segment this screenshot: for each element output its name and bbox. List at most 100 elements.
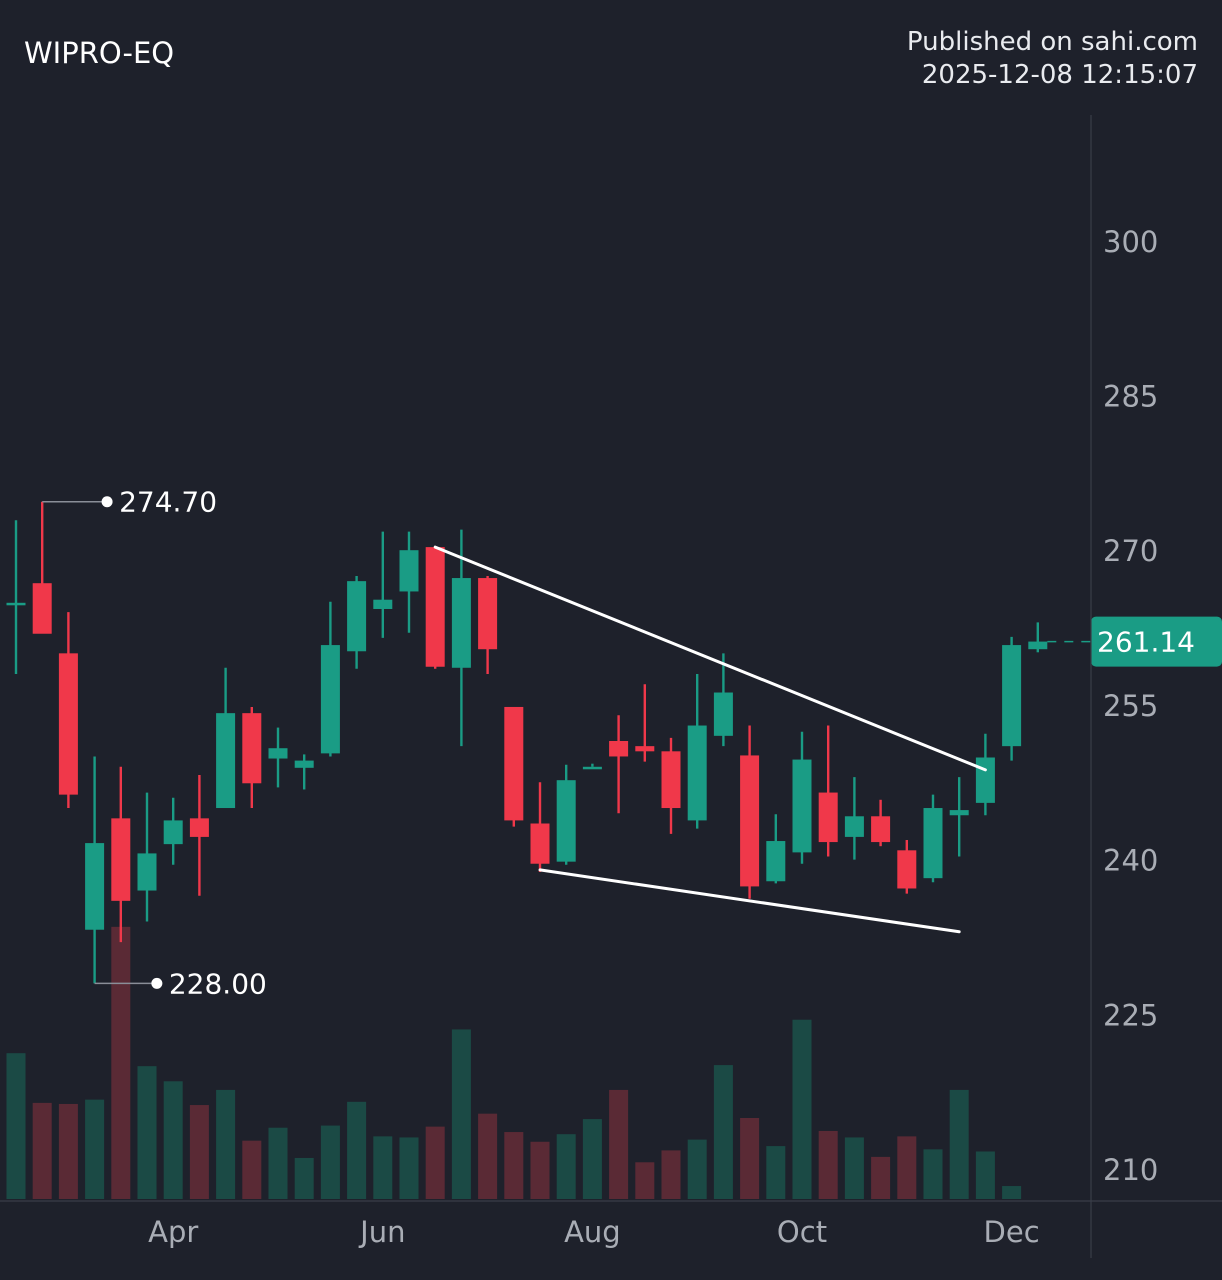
candle-body — [635, 746, 655, 752]
candle-body — [923, 808, 943, 879]
y-tick-label: 270 — [1103, 534, 1158, 568]
candle[interactable] — [818, 725, 838, 857]
volume-bar — [713, 1065, 733, 1199]
candle-body — [268, 748, 288, 759]
candle[interactable] — [478, 575, 498, 674]
candle[interactable] — [216, 667, 236, 809]
candle-body — [478, 578, 498, 650]
volume-bar — [844, 1137, 864, 1199]
upper-trendline[interactable] — [433, 545, 987, 772]
candle-body — [609, 740, 629, 757]
candle[interactable] — [58, 612, 78, 809]
candle[interactable] — [504, 706, 524, 827]
volume-bar — [58, 1103, 78, 1199]
candle-body — [844, 816, 864, 837]
volume-bar — [294, 1157, 314, 1199]
x-tick-label: Apr — [148, 1215, 198, 1249]
candle-body — [451, 578, 471, 668]
candle-body — [347, 581, 367, 652]
candle[interactable] — [320, 601, 340, 757]
candle-body — [163, 820, 183, 845]
candle[interactable] — [32, 501, 52, 634]
candle[interactable] — [687, 673, 707, 829]
candle[interactable] — [85, 756, 105, 984]
volume-bar — [609, 1089, 629, 1199]
candle-body — [216, 713, 236, 809]
candle[interactable] — [163, 797, 183, 865]
lower-trendline[interactable] — [538, 868, 961, 934]
low-value-label: 228.00 — [169, 967, 267, 1000]
volume-bar — [504, 1132, 524, 1199]
candle[interactable] — [975, 733, 995, 816]
candle[interactable] — [451, 529, 471, 747]
volume-bar — [478, 1113, 498, 1199]
candle[interactable] — [6, 520, 26, 674]
x-tick-label: Dec — [984, 1215, 1040, 1249]
candle-body — [6, 602, 26, 606]
candle-body — [137, 853, 157, 891]
volume-bar — [347, 1101, 367, 1199]
candle-body — [373, 599, 393, 609]
candle[interactable] — [949, 777, 969, 857]
candle-body — [897, 850, 917, 889]
candle-body — [740, 755, 760, 887]
last-price-label: 261.14 — [1097, 626, 1195, 659]
volume-bar — [451, 1029, 471, 1199]
candle[interactable] — [897, 840, 917, 894]
volume-bar — [949, 1089, 969, 1199]
candle[interactable] — [268, 727, 288, 788]
candle-body — [425, 547, 445, 667]
candle[interactable] — [871, 799, 891, 847]
volume-bar — [556, 1134, 576, 1199]
candle[interactable] — [1002, 636, 1022, 761]
high-marker-dot — [101, 496, 113, 508]
candle[interactable] — [425, 547, 445, 669]
candle[interactable] — [399, 531, 419, 633]
volume-bar — [32, 1102, 52, 1199]
candle[interactable] — [137, 792, 157, 922]
volume-bar — [975, 1151, 995, 1199]
volume-bar — [320, 1125, 340, 1199]
y-tick-label: 255 — [1103, 689, 1158, 723]
symbol-title: WIPRO-EQ — [24, 36, 175, 70]
candle-body — [818, 792, 838, 843]
candle-body — [530, 823, 550, 864]
volume-bar — [242, 1140, 262, 1199]
volume-bar — [268, 1127, 288, 1199]
volume-bar — [111, 926, 131, 1199]
volume-bar — [923, 1149, 943, 1199]
candle-body — [949, 810, 969, 816]
candle[interactable] — [530, 782, 550, 872]
candle[interactable] — [189, 775, 209, 896]
candle[interactable] — [661, 737, 681, 834]
candle[interactable] — [713, 653, 733, 747]
candle[interactable] — [844, 777, 864, 860]
candle[interactable] — [635, 684, 655, 762]
candle-body — [661, 751, 681, 809]
y-tick-label: 285 — [1103, 380, 1158, 414]
candle[interactable] — [582, 763, 602, 770]
candle[interactable] — [923, 794, 943, 883]
candle[interactable] — [242, 706, 262, 809]
candle[interactable] — [294, 754, 314, 790]
candle-body — [189, 818, 209, 837]
candle-body — [320, 645, 340, 754]
volume-bar — [766, 1146, 786, 1199]
candle[interactable] — [556, 764, 576, 865]
candle[interactable] — [1028, 622, 1048, 653]
volume-bar — [85, 1099, 105, 1199]
candle[interactable] — [347, 575, 367, 669]
candle[interactable] — [766, 814, 786, 884]
candle[interactable] — [792, 731, 812, 864]
candle[interactable] — [373, 531, 393, 638]
candle[interactable] — [609, 715, 629, 814]
candle-body — [766, 841, 786, 882]
volume-bar — [661, 1150, 681, 1199]
candle-body — [713, 692, 733, 736]
volume-bar — [1002, 1186, 1022, 1199]
candle[interactable] — [111, 766, 131, 943]
candle-body — [792, 759, 812, 853]
candle[interactable] — [740, 725, 760, 899]
candle-body — [294, 760, 314, 768]
